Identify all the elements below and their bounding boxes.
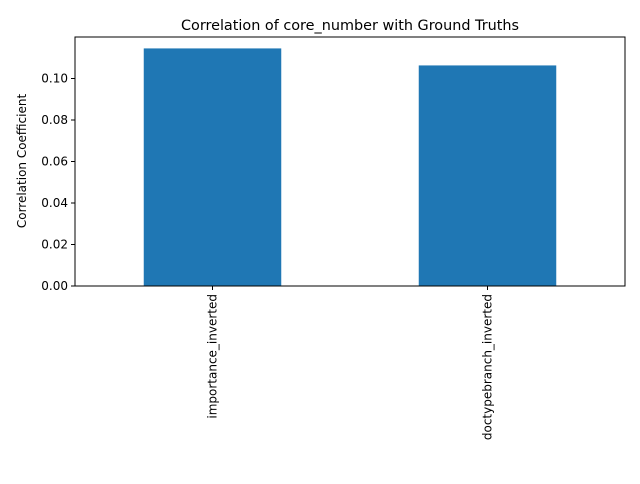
y-tick-label: 0.00 [41,279,68,293]
y-tick-label: 0.04 [41,196,68,210]
chart-title: Correlation of core_number with Ground T… [181,18,519,34]
y-tick-label: 0.08 [41,113,68,127]
bar-importance_inverted [143,48,282,286]
x-tick-label: doctypebranch_inverted [481,294,495,440]
y-tick-label: 0.06 [41,155,68,169]
bar-doctypebranch_inverted [418,65,557,287]
y-tick-label: 0.02 [41,238,68,252]
plot-frame [74,36,626,287]
y-axis-label: Correlation Coefficient [15,94,29,229]
x-axis-ticks: importance_inverted doctypebranch_inverte… [206,286,495,440]
bars-group [143,48,557,287]
y-axis-ticks: 0.00 0.02 0.04 0.06 0.08 0.10 [41,72,75,293]
y-tick-label: 0.10 [41,72,68,86]
x-tick-label: importance_inverted [206,294,220,419]
